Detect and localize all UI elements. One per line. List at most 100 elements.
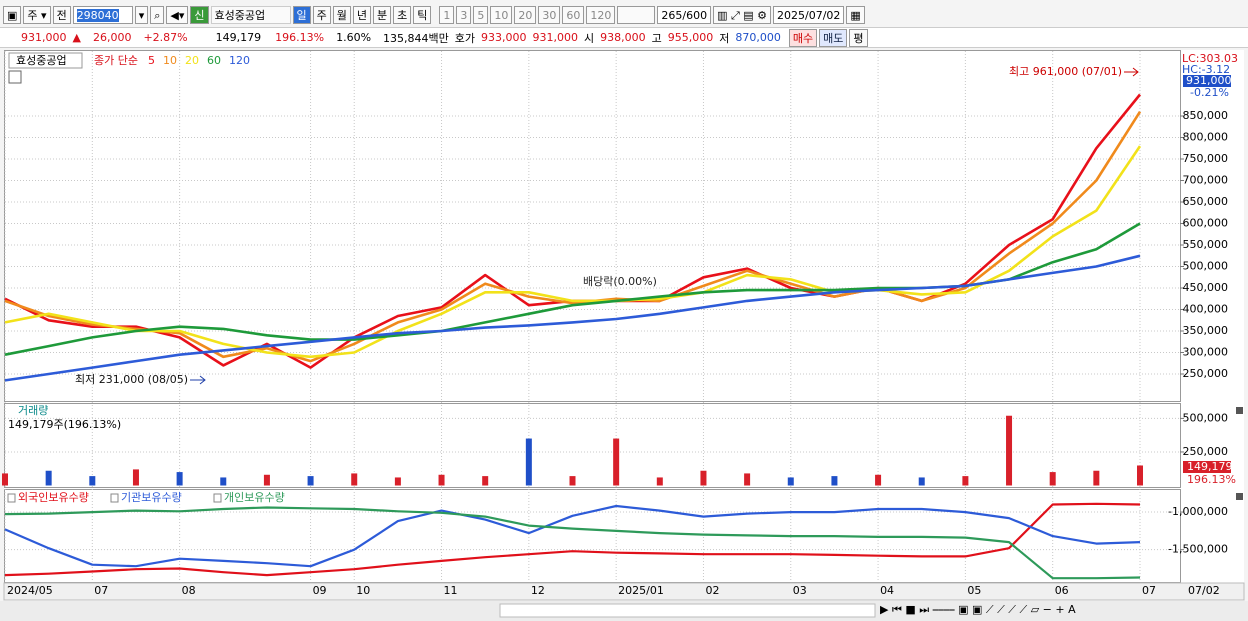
market: 주 [27,9,38,22]
volume-bar [1006,415,1013,486]
amount: 135,844백만 [383,31,449,45]
buy-button[interactable]: 매수 [788,28,818,47]
volume: 149,179 [215,31,262,44]
period-button[interactable]: 초 [393,6,412,24]
interval-button[interactable]: 1 [439,6,455,24]
x-tick-label: 02 [705,584,719,597]
interval-button[interactable]: 5 [473,6,489,24]
legend-swatch [7,493,16,503]
y-tick-label: 450,000 [1183,281,1229,294]
volume-bar [132,469,139,486]
series-line [4,254,1141,382]
last-date: 07/02 [1188,584,1220,597]
period-button[interactable]: 년 [352,6,371,24]
interval-button[interactable]: 30 [538,6,561,24]
y-tick-label: 250,000 [1183,367,1229,380]
y-tick-label: -1,000,000 [1168,505,1228,518]
calendar-icon[interactable]: ▦ [846,6,865,24]
interval-button[interactable]: 20 [514,6,537,24]
interval-button[interactable]: 3 [456,6,472,24]
date-input[interactable]: 2025/07/02 [773,6,845,24]
open: 938,000 [600,31,646,44]
scroll-controls: ▶ ⏮ ■ ⏭ ⎯⎯⎯⎯ ▣ ▣ ⟋ ⟋ ⟋ ⟋ ▱ − + A [880,603,1076,616]
config-icon [8,70,22,84]
volume-bar [307,476,314,486]
legend-entry: 외국인보유수량 [18,491,89,504]
low: 870,000 [735,31,781,44]
name-box [8,52,83,69]
change-pct: +2.87% [143,31,188,44]
y-tick-label: 600,000 [1183,217,1229,230]
legend-entry: 기관보유수량 [121,491,182,504]
volume-bar [394,477,401,486]
window-icon[interactable]: ▣ [3,6,22,24]
series-line [4,222,1141,356]
avg-button[interactable]: 평 [849,28,868,47]
period-button[interactable]: 월 [332,6,351,24]
code-input[interactable]: 298040 [72,6,133,24]
high-annotation: 최고 961,000 (07/01) [1009,65,1122,78]
volume-bar [744,473,751,486]
volume-bar [1137,465,1143,486]
price-change-label: -0.21% [1190,86,1229,99]
legend-entry: 개인보유수량 [224,491,285,504]
stock-name[interactable]: 효성중공업 [210,6,291,24]
volume-bar [351,473,358,486]
event-annotation: 배당락(0.00%) [583,275,657,288]
pane-close [1236,407,1243,414]
period-button[interactable]: 분 [373,6,392,24]
volume-bar [875,474,882,486]
legend-swatch [213,493,222,503]
hc-label: HC:-3.12 [1182,63,1230,76]
count: 265 [661,9,683,22]
legend-entry: 10 [163,54,177,67]
scroll-bar [0,601,1248,621]
count-input[interactable]: 265/600 [657,6,712,24]
stock-title: 효성중공업 [16,54,67,67]
x-axis-bar [3,582,1245,601]
volume-bar [263,474,270,486]
interval-button[interactable]: 10 [490,6,513,24]
prev-button[interactable]: 전 [52,6,71,24]
interval-button[interactable]: 120 [586,6,616,24]
market-select[interactable]: 주 ▾ [23,6,51,24]
legend-prefix: 종가 단순 [94,54,138,67]
interval-button[interactable]: 60 [562,6,585,24]
y-tick-label: 700,000 [1183,174,1229,187]
x-tick-label: 2024/05 [7,584,53,597]
x-tick-label: 03 [793,584,807,597]
x-tick-label: 08 [182,584,196,597]
x-tick-label: 07 [94,584,108,597]
volume-bar [831,476,838,486]
ask: 933,000 [481,31,527,44]
volume-bar [1049,472,1056,486]
search-icon[interactable]: ⌕ [150,6,165,24]
period-button[interactable]: 일 [292,6,311,24]
count-max: /600 [682,9,708,22]
scroll-thumb [499,603,876,618]
period-button[interactable]: 주 [312,6,331,24]
volume-bar [656,477,663,486]
y-tick-label: 350,000 [1183,324,1229,337]
y-tick-label: 500,000 [1183,260,1229,273]
change: 26,000 [92,31,132,44]
price-box-label: 931,000 [1186,74,1232,87]
high-arrow [1124,67,1139,77]
legend-entry: 5 [148,54,155,67]
volume-bar [482,476,489,486]
y-tick-label: 550,000 [1183,238,1229,251]
blank-select[interactable] [617,6,656,24]
toolbar: ▣ 주 ▾ 전 298040 ▾ ⌕ ◀▾ 신 효성중공업 일 주 월 년 분 … [0,4,1248,26]
tool-icons[interactable]: ▥ ⤢ ▤ ⚙ [713,6,772,24]
volume-title: 거래량 [18,404,48,417]
volume-ratio: 196.13% [275,31,325,44]
sell-button[interactable]: 매도 [819,28,848,47]
price-pane [4,50,1181,402]
sound-icon[interactable]: ◀▾ [166,6,189,24]
period-button[interactable]: 틱 [413,6,432,24]
new-flag[interactable]: 신 [190,6,209,24]
x-tick-label: 10 [356,584,370,597]
code-dropdown[interactable]: ▾ [134,6,149,24]
volume-bar [45,470,52,486]
low-label: 저 [719,31,730,45]
